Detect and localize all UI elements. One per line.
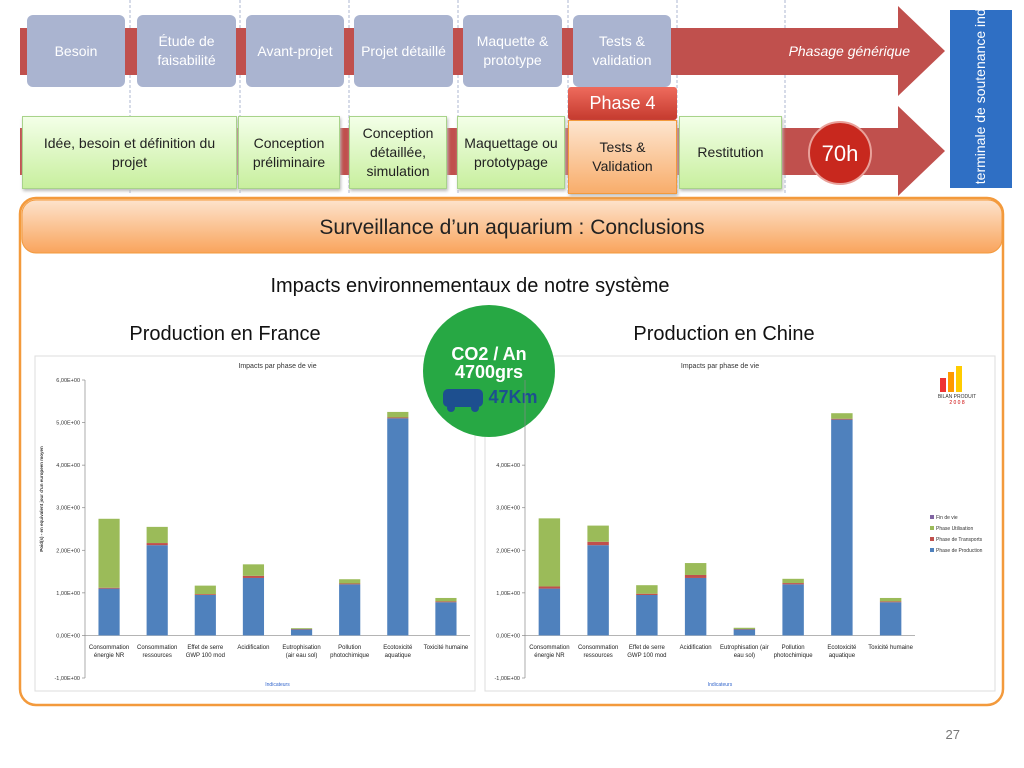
x-tick-label: Consommation ressources bbox=[577, 645, 619, 659]
x-tick-label: Pollution photochimique bbox=[330, 645, 370, 659]
x-tick-label: Acidification bbox=[237, 645, 270, 651]
chart-frame bbox=[484, 355, 996, 692]
phase-top: Projet détaillé bbox=[354, 15, 453, 87]
phase-top: Besoin bbox=[27, 15, 125, 87]
phase-bottom: Conception détaillée, simulation bbox=[349, 116, 447, 189]
x-tick-label: Eutrophisation (air eau sol) bbox=[282, 645, 321, 659]
phase-top: Maquette & prototype bbox=[463, 15, 562, 87]
car-wheel bbox=[447, 404, 455, 412]
phase-label: Phase 4 bbox=[568, 87, 677, 120]
badge-line: 4700grs bbox=[455, 362, 523, 382]
title-bar bbox=[21, 199, 1003, 254]
logo-text: 2 0 0 8 bbox=[949, 400, 965, 406]
generic-label: Phasage générique bbox=[789, 43, 911, 59]
slide-title: Surveillance d’un aquarium : Conclusions bbox=[319, 216, 704, 239]
badge-line: 47Km bbox=[488, 387, 537, 407]
car-icon bbox=[443, 389, 483, 407]
phase-bottom: Restitution bbox=[679, 116, 782, 189]
x-tick-label: Toxicité humaine bbox=[868, 645, 913, 651]
phase-top: Tests & validation bbox=[573, 15, 671, 87]
logo-bar bbox=[940, 378, 946, 392]
x-tick-label: Effet de serre GWP 100 mod bbox=[627, 645, 667, 659]
subtitle: Impacts environnementaux de notre systèm… bbox=[270, 275, 669, 297]
hours: 70h bbox=[822, 141, 859, 166]
logo-bar bbox=[948, 372, 954, 392]
chart-frame bbox=[34, 355, 476, 692]
x-tick-label: Eutrophisation (air eau sol) bbox=[720, 645, 769, 659]
side-box bbox=[950, 10, 1012, 188]
side-text: Épreuve terminale de soutenance individu… bbox=[972, 0, 988, 240]
phase-bottom: Maquettage ou prototypage bbox=[457, 116, 565, 189]
logo-bar bbox=[956, 366, 962, 392]
x-tick-label: Pollution photochimique bbox=[773, 645, 813, 659]
phase-bottom: Conception préliminaire bbox=[238, 116, 340, 189]
logo-text: BILAN PRODUIT bbox=[938, 394, 976, 400]
badge-line: CO2 / An bbox=[451, 344, 526, 364]
x-tick-label: Ecotoxicité aquatique bbox=[827, 645, 857, 659]
heading-left: Production en France bbox=[129, 323, 320, 345]
x-tick-label: Effet de serre GWP 100 mod bbox=[185, 645, 225, 659]
phase-bottom: Idée, besoin et définition du projet bbox=[22, 116, 237, 189]
x-tick-label: Ecotoxicité aquatique bbox=[383, 645, 413, 659]
side-label: Épreuve terminale de soutenance individu… bbox=[972, 0, 988, 240]
x-tick-label: Toxicité humaine bbox=[423, 645, 469, 651]
phase-top: Étude de faisabilité bbox=[137, 15, 236, 87]
car-wheel bbox=[471, 404, 479, 412]
x-tick-label: Consommation énergie NR bbox=[529, 645, 570, 659]
heading-right: Production en Chine bbox=[633, 323, 814, 345]
x-tick-label: Acidification bbox=[679, 645, 712, 651]
page-number: 27 bbox=[946, 727, 960, 742]
phase-top: Avant-projet bbox=[246, 15, 344, 87]
phase-bottom: Tests & Validation bbox=[568, 120, 677, 194]
x-tick-label: Consommation ressources bbox=[137, 645, 178, 659]
x-tick-label: Consommation énergie NR bbox=[88, 645, 130, 659]
hours-circle bbox=[808, 121, 872, 185]
